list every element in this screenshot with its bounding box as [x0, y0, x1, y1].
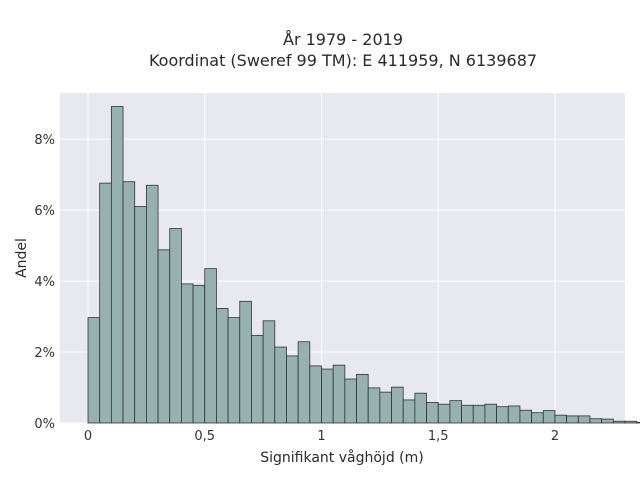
histogram-bar: [204, 268, 217, 424]
y-tick-label: 2%: [34, 346, 55, 361]
histogram-bar: [181, 283, 194, 424]
histogram-bar: [356, 373, 369, 424]
histogram-bar: [122, 181, 136, 424]
x-tick-label: 2: [551, 429, 559, 444]
histogram-bar: [134, 206, 147, 424]
x-tick-label: 0,5: [194, 429, 215, 444]
histogram-bar: [531, 412, 544, 424]
histogram-bar: [542, 410, 556, 424]
histogram-bar: [99, 182, 112, 424]
histogram-bar: [484, 403, 497, 424]
x-tick-label: 1: [317, 429, 325, 444]
histogram-bar: [251, 334, 264, 424]
histogram-bar: [192, 284, 206, 424]
histogram-bar: [636, 421, 640, 424]
histogram-bar: [379, 391, 392, 424]
histogram-bar: [577, 415, 591, 424]
histogram-bar: [601, 418, 614, 424]
histogram-bar: [391, 386, 404, 424]
histogram-bar: [554, 414, 568, 424]
histogram-bar: [612, 420, 626, 424]
histogram-bars: [87, 106, 640, 424]
tick-labels: 0% 2% 4% 6% 8% 0 0,5 1 1,5 2: [34, 133, 559, 444]
histogram-bar: [321, 368, 334, 424]
histogram-bar: [239, 300, 252, 424]
histogram-bar: [332, 364, 346, 424]
histogram-bar: [309, 365, 322, 424]
histogram-bar: [157, 249, 171, 424]
histogram-bar: [367, 387, 381, 424]
histogram-bar: [344, 378, 357, 424]
histogram-bar: [216, 307, 229, 424]
histogram-bar: [461, 404, 474, 424]
histogram-bar: [414, 392, 427, 424]
histogram-bar: [110, 106, 124, 424]
histogram-bar: [437, 403, 451, 424]
histogram-bar: [262, 320, 276, 424]
y-tick-label: 4%: [34, 275, 55, 290]
histogram-bar: [496, 406, 509, 424]
x-tick-label: 0: [84, 429, 92, 444]
histogram-bar: [402, 399, 416, 424]
x-tick-label: 1,5: [428, 429, 449, 444]
histogram-bar: [297, 341, 311, 424]
x-axis-label: Signifikant våghöjd (m): [260, 449, 423, 466]
histogram-bar: [286, 355, 299, 424]
y-axis-label: Andel: [14, 238, 30, 278]
y-tick-label: 8%: [34, 133, 55, 148]
histogram-bar: [589, 418, 603, 424]
histogram-bar: [566, 415, 579, 424]
histogram-bar: [472, 404, 486, 424]
histogram-bar: [624, 420, 638, 424]
chart-title-line-1: År 1979 - 2019: [283, 30, 403, 49]
y-tick-label: 6%: [34, 204, 55, 219]
histogram-bar: [507, 405, 521, 424]
histogram-bar: [169, 228, 182, 424]
histogram-bar: [519, 409, 533, 424]
histogram-bar: [449, 400, 462, 424]
histogram-bar: [426, 402, 439, 424]
chart-title-line-2: Koordinat (Sweref 99 TM): E 411959, N 61…: [149, 51, 537, 70]
histogram-bar: [87, 317, 101, 424]
y-tick-label: 0%: [34, 417, 55, 432]
histogram-bar: [227, 317, 241, 424]
histogram-bar: [145, 184, 159, 424]
histogram-bar: [274, 346, 287, 424]
